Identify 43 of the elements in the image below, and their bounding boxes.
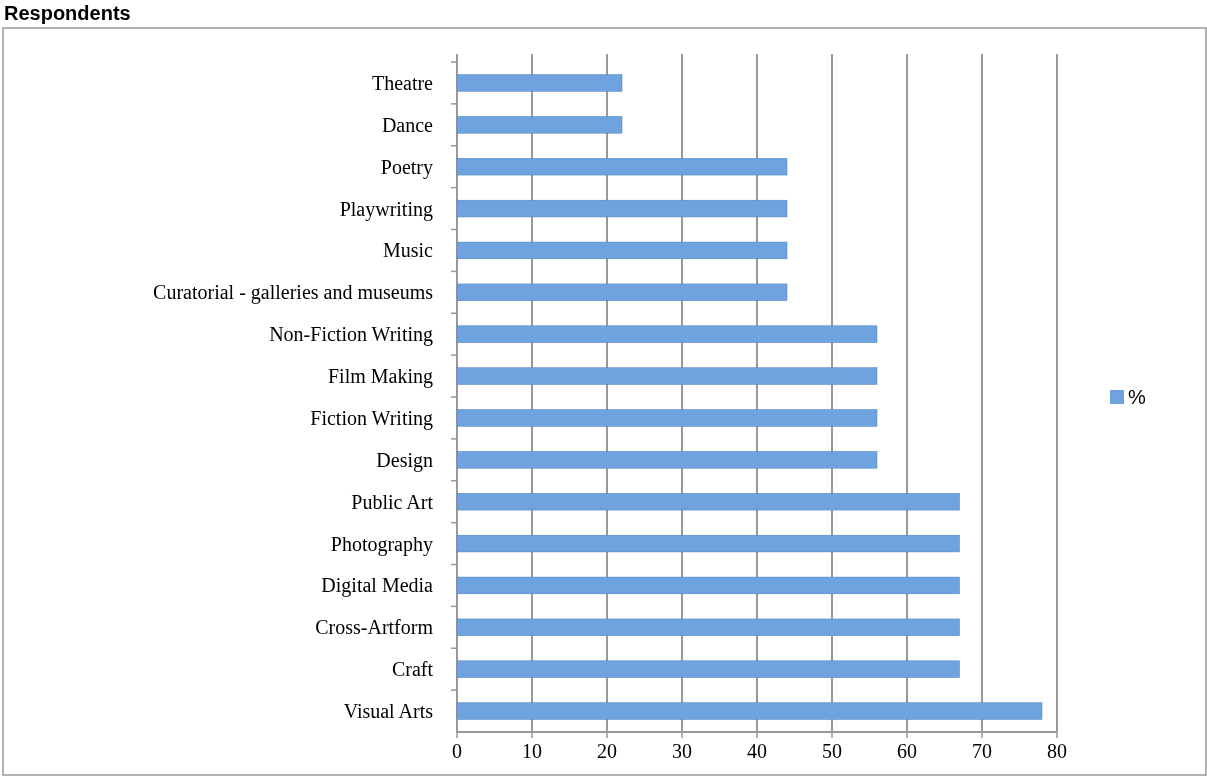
y-tick-label: Digital Media	[321, 574, 434, 598]
x-tick-label: 40	[747, 740, 767, 762]
y-tick-label: Playwriting	[339, 197, 433, 221]
bar	[456, 534, 960, 553]
y-tick-label: Design	[376, 448, 433, 472]
y-tick-label: Non-Fiction Writing	[269, 323, 433, 347]
y-tick-label: Photography	[330, 532, 433, 556]
x-tick-label: 60	[897, 740, 917, 762]
bar	[456, 660, 960, 678]
y-tick-label: Public Art	[351, 490, 434, 513]
y-tick-label: Dance	[381, 113, 434, 136]
y-tick-label: Fiction Writing	[310, 406, 433, 430]
bar	[456, 158, 788, 176]
bar	[456, 576, 960, 595]
x-tick-label: 50	[822, 740, 842, 762]
bar	[456, 325, 878, 343]
y-tick-label: Film Making	[327, 365, 433, 389]
y-tick-label: Cross-Artform	[315, 616, 434, 639]
legend-label: %	[1128, 386, 1146, 408]
x-tick-label: 10	[522, 740, 542, 762]
y-tick-label: Music	[383, 239, 434, 262]
x-tick-label: 70	[972, 740, 992, 762]
bar	[456, 451, 878, 469]
x-tick-label: 20	[597, 740, 617, 762]
bar	[456, 409, 878, 427]
text: Respondents	[4, 2, 131, 24]
y-tick-label: Curatorial - galleries and museums	[153, 281, 434, 305]
y-tick-label: Theatre	[371, 71, 434, 94]
y-tick-label: Visual Arts	[343, 700, 434, 723]
bar	[456, 74, 623, 92]
bar	[456, 618, 960, 636]
bar	[456, 116, 623, 134]
bar	[456, 283, 788, 301]
x-tick-label: 30	[672, 740, 692, 762]
bar	[456, 199, 788, 218]
bar	[456, 702, 1043, 720]
bar	[456, 367, 878, 385]
bar	[456, 241, 788, 260]
y-tick-label: Poetry	[380, 155, 433, 179]
x-tick-label: 80	[1047, 740, 1067, 762]
bar	[456, 493, 960, 511]
x-tick-label: 0	[452, 740, 462, 762]
y-tick-label: Craft	[391, 658, 434, 681]
